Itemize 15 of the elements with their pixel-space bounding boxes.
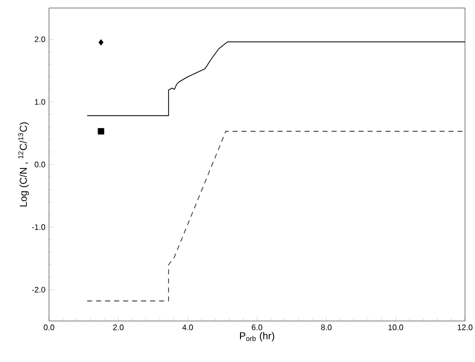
y-tick-label: -1.0 <box>32 224 46 230</box>
y-tick-label: 0.0 <box>34 162 46 168</box>
x-tick-label: 8.0 <box>321 324 332 330</box>
x-tick-label: 12.0 <box>458 324 472 330</box>
y-axis-title: Log (C/N , $^{12}$C/$^{13}$C) <box>18 122 29 206</box>
x-axis-title: P$_{orb}$ (hr) <box>240 332 274 342</box>
y-tick-label: 1.0 <box>34 99 46 105</box>
y-tick-label: -2.0 <box>32 286 46 293</box>
x-tick-label: 2.0 <box>113 324 124 330</box>
y-tick-label: 2.0 <box>34 36 46 42</box>
line-series <box>86 130 465 302</box>
x-tick-label: 4.0 <box>182 324 193 330</box>
x-tick-label: 10.0 <box>388 324 404 330</box>
x-tick-label: 6.0 <box>252 324 262 330</box>
x-tick-label: 0.0 <box>44 324 54 330</box>
